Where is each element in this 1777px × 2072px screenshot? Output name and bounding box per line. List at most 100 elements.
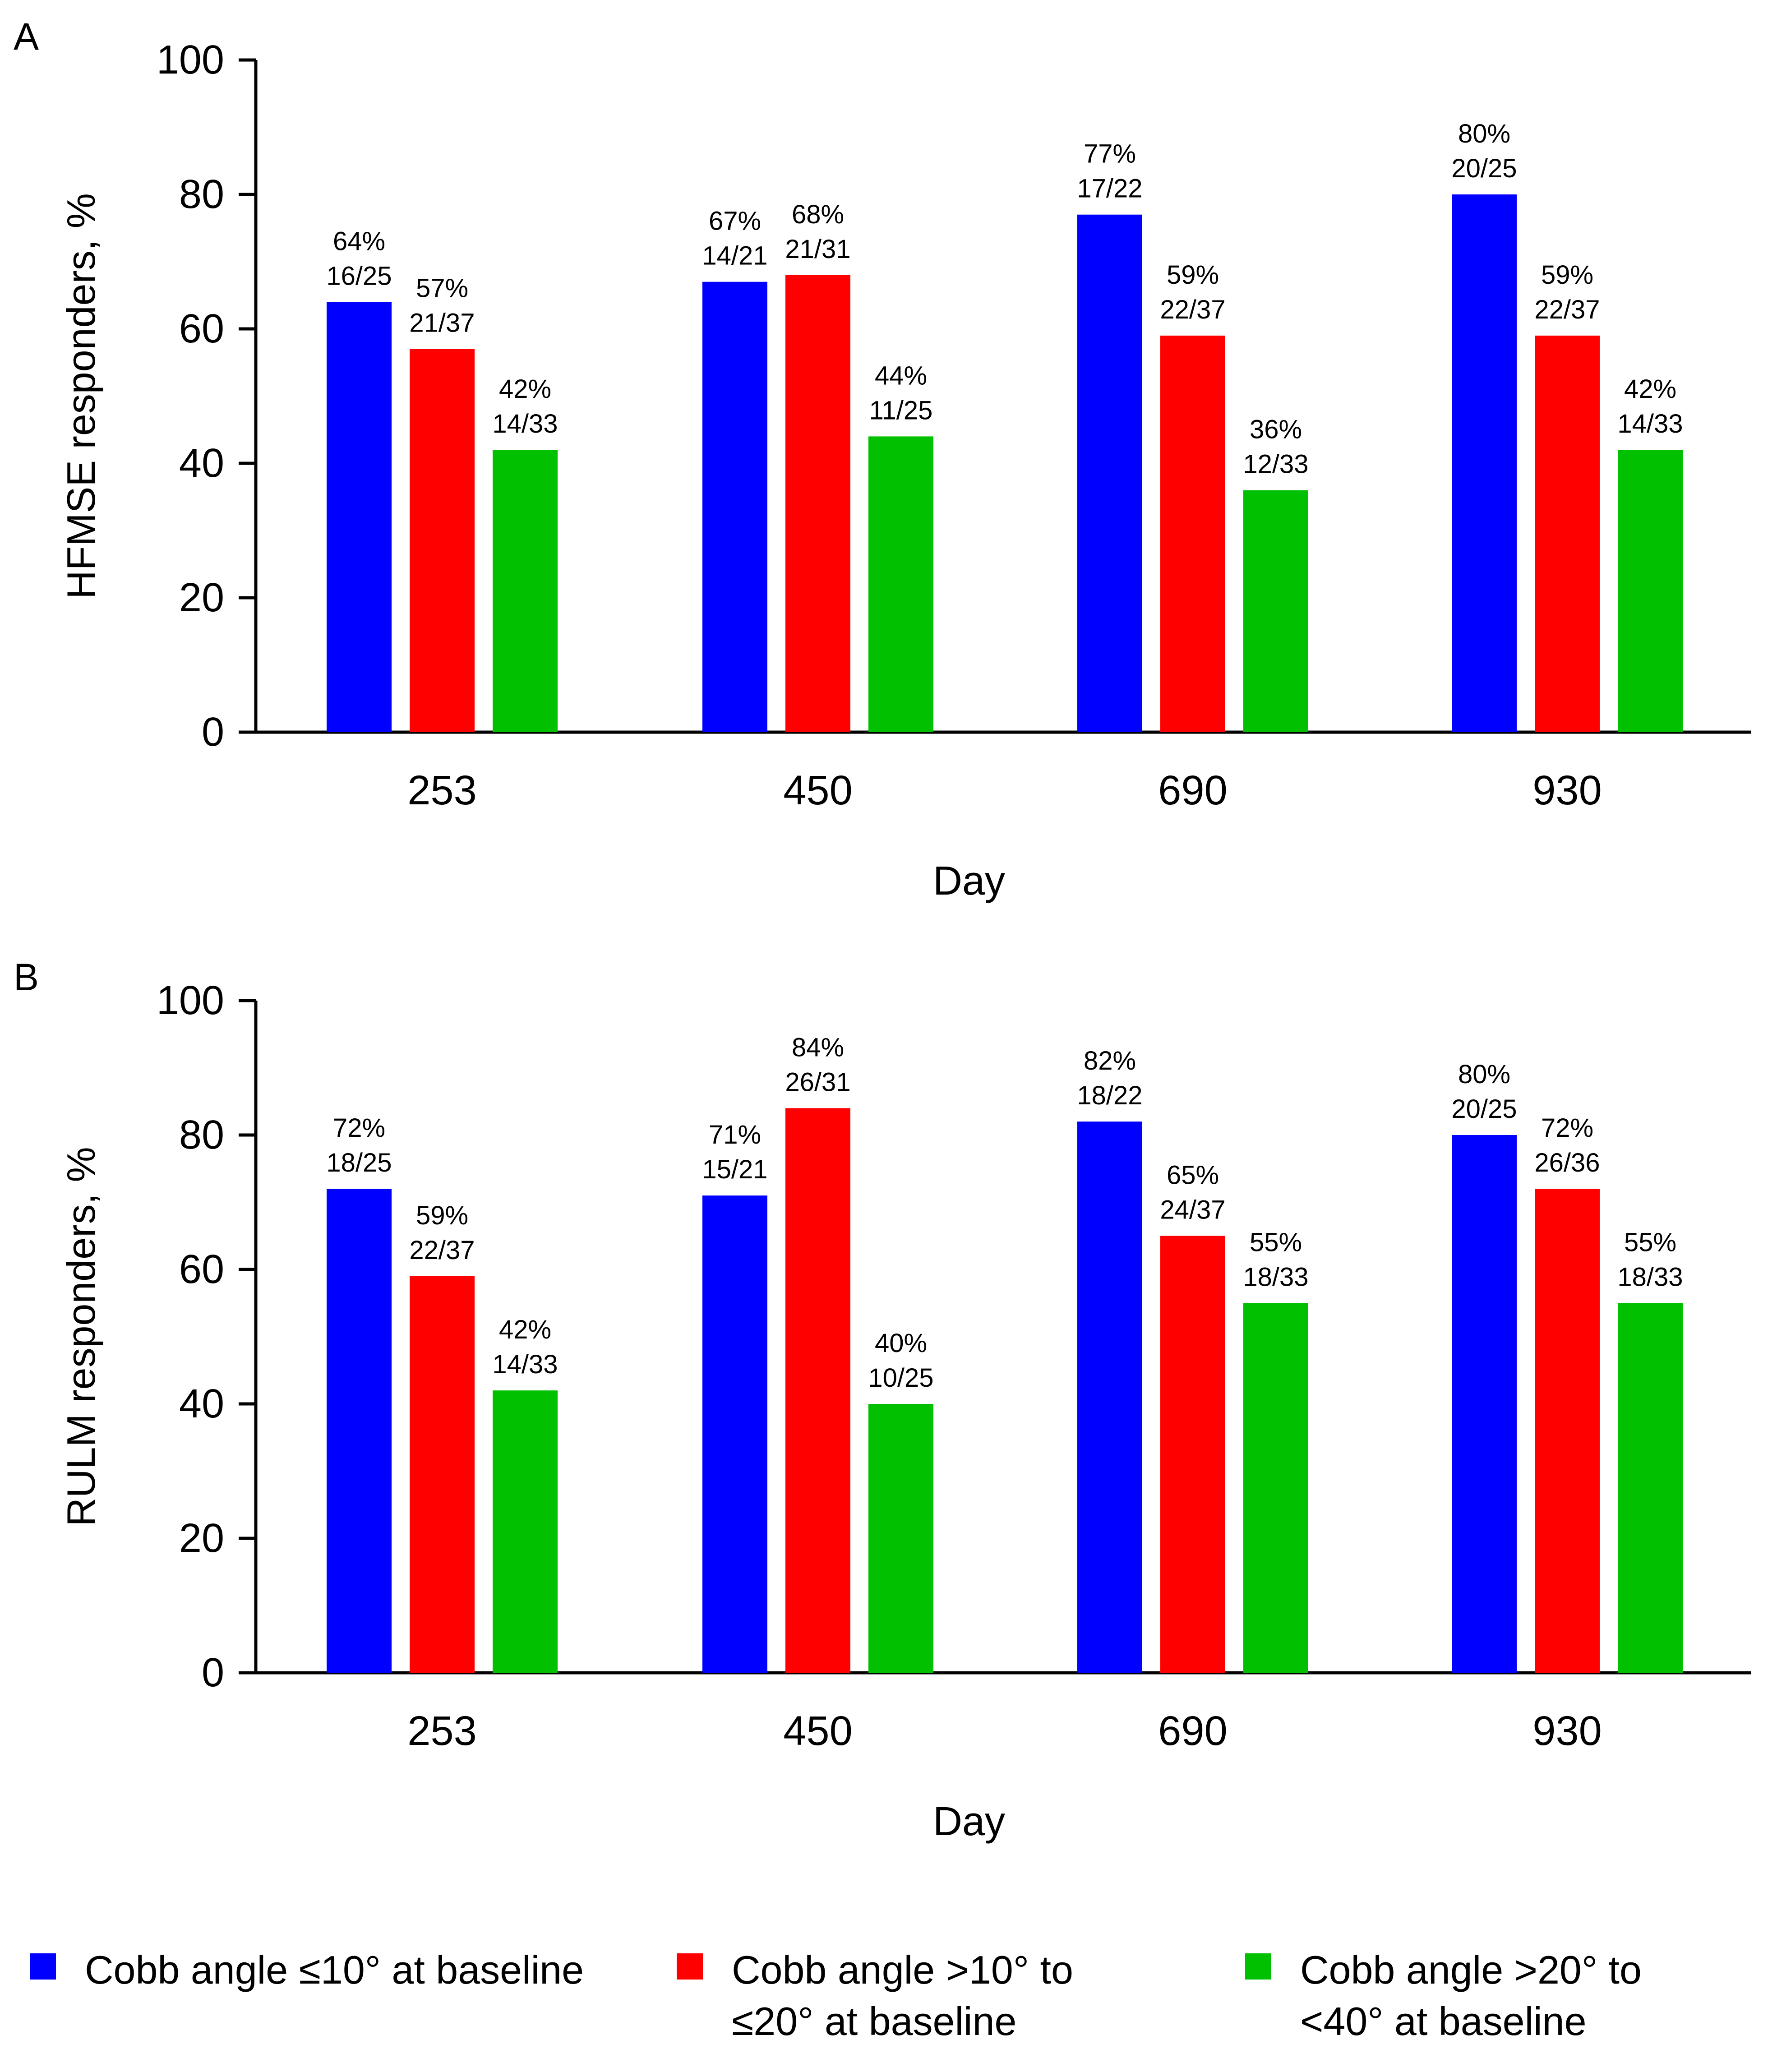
bar-percent-label-b: 65%: [1167, 1161, 1219, 1190]
bar-a-690-s3: [1243, 490, 1308, 732]
legend-swatch-group1: [30, 1953, 56, 1980]
panel-letter-a: A: [14, 15, 39, 58]
bar-fraction-label-a: 21/31: [785, 235, 850, 264]
bar-percent-label-a: 64%: [333, 226, 385, 256]
bar-percent-label-a: 42%: [499, 374, 551, 404]
bar-a-690-s2: [1160, 335, 1225, 732]
bar-percent-label-a: 80%: [1458, 119, 1510, 148]
bar-percent-label-a: 57%: [416, 274, 468, 303]
bar-fraction-label-a: 16/25: [326, 261, 392, 291]
y-tick-label-b: 80: [179, 1112, 224, 1158]
bar-fraction-label-b: 18/25: [326, 1148, 392, 1177]
bar-fraction-label-a: 21/37: [409, 309, 475, 338]
y-axis-title-b: RULM responders, %: [59, 1147, 103, 1526]
y-axis-title-a: HFMSE responders, %: [59, 193, 103, 599]
bar-fraction-label-b: 24/37: [1160, 1195, 1225, 1225]
y-tick-label-a: 100: [157, 37, 224, 83]
bar-a-450-s3: [868, 436, 933, 732]
bar-fraction-label-a: 22/37: [1160, 295, 1225, 324]
bar-fraction-label-b: 14/33: [492, 1350, 558, 1379]
bar-a-690-s1: [1077, 214, 1142, 733]
bar-fraction-label-a: 22/37: [1534, 295, 1600, 324]
bar-fraction-label-b: 15/21: [702, 1155, 767, 1184]
bar-b-930-s2: [1535, 1189, 1600, 1673]
bar-percent-label-b: 55%: [1624, 1228, 1676, 1257]
y-tick-label-a: 20: [179, 575, 224, 620]
bar-a-450-s2: [785, 275, 850, 732]
legend-label-group1: Cobb angle ≤10° at baseline: [85, 1947, 584, 1992]
legend: Cobb angle >20° to <40° at baseline: [1245, 1944, 1642, 2047]
bar-fraction-label-b: 18/33: [1617, 1263, 1683, 1292]
bar-fraction-label-a: 12/33: [1243, 450, 1308, 479]
bar-a-253-s1: [327, 302, 392, 732]
bar-b-690-s1: [1077, 1121, 1142, 1673]
bar-percent-label-b: 59%: [416, 1201, 468, 1230]
legend: Cobb angle >10° to ≤20° at baseline: [677, 1944, 1073, 2047]
x-tick-label-b: 690: [1158, 1708, 1228, 1754]
legend-swatch-group2: [677, 1953, 703, 1980]
bar-fraction-label-b: 18/22: [1077, 1081, 1142, 1110]
legend: Cobb angle ≤10° at baseline: [30, 1944, 584, 1996]
bar-fraction-label-a: 14/33: [1617, 409, 1683, 438]
bar-b-690-s3: [1243, 1303, 1308, 1673]
bar-percent-label-b: 84%: [792, 1033, 844, 1062]
bar-b-930-s3: [1618, 1303, 1683, 1673]
y-tick-label-b: 20: [179, 1516, 224, 1561]
bar-percent-label-b: 71%: [709, 1120, 761, 1149]
bar-percent-label-b: 42%: [499, 1315, 551, 1344]
bar-b-690-s2: [1160, 1236, 1225, 1673]
bar-b-253-s2: [410, 1276, 475, 1673]
bar-fraction-label-b: 22/37: [409, 1236, 475, 1265]
y-tick-label-a: 60: [179, 306, 224, 351]
bar-b-450-s2: [785, 1108, 850, 1673]
bar-fraction-label-b: 26/36: [1534, 1148, 1600, 1177]
bar-a-253-s2: [410, 349, 475, 732]
bar-a-930-s3: [1618, 450, 1683, 732]
x-tick-label-b: 930: [1532, 1708, 1602, 1754]
bar-percent-label-b: 80%: [1458, 1060, 1510, 1089]
bar-a-253-s3: [493, 450, 558, 732]
bar-percent-label-a: 59%: [1541, 260, 1593, 290]
bar-b-930-s1: [1452, 1135, 1517, 1673]
bar-percent-label-b: 72%: [333, 1113, 385, 1143]
legend-label-group2: Cobb angle >10° to ≤20° at baseline: [732, 1947, 1073, 2044]
bar-percent-label-a: 77%: [1084, 139, 1136, 169]
bar-b-253-s1: [327, 1189, 392, 1673]
bar-percent-label-b: 72%: [1541, 1113, 1593, 1143]
bar-percent-label-b: 40%: [875, 1329, 927, 1358]
y-tick-label-b: 0: [202, 1650, 224, 1695]
y-tick-label-b: 40: [179, 1381, 224, 1426]
y-tick-label-a: 80: [179, 172, 224, 217]
bar-percent-label-a: 36%: [1250, 415, 1302, 444]
bar-percent-label-b: 82%: [1084, 1046, 1136, 1075]
y-tick-label-b: 100: [157, 978, 224, 1023]
legend-swatch-group3: [1245, 1953, 1271, 1980]
y-tick-label-a: 40: [179, 441, 224, 486]
bar-fraction-label-a: 17/22: [1077, 174, 1142, 203]
x-tick-label-a: 690: [1158, 767, 1228, 813]
x-axis-title-a: Day: [933, 858, 1005, 904]
bar-fraction-label-b: 18/33: [1243, 1263, 1308, 1292]
bar-percent-label-a: 59%: [1167, 260, 1219, 290]
bar-fraction-label-b: 20/25: [1451, 1094, 1517, 1124]
panel-letter-b: B: [14, 956, 39, 998]
bar-a-930-s2: [1535, 335, 1600, 732]
x-tick-label-b: 450: [783, 1708, 853, 1754]
bar-a-450-s1: [702, 281, 767, 732]
bar-percent-label-b: 55%: [1250, 1228, 1302, 1257]
y-tick-label-b: 60: [179, 1247, 224, 1292]
bar-fraction-label-a: 20/25: [1451, 154, 1517, 183]
x-tick-label-a: 930: [1532, 767, 1602, 813]
bar-percent-label-a: 44%: [875, 361, 927, 390]
x-tick-label-b: 253: [407, 1708, 477, 1754]
bar-fraction-label-b: 26/31: [785, 1067, 850, 1097]
bar-a-930-s1: [1452, 194, 1517, 732]
bar-fraction-label-a: 11/25: [869, 396, 933, 425]
x-tick-label-a: 450: [783, 767, 853, 813]
x-tick-label-a: 253: [407, 767, 477, 813]
x-axis-title-b: Day: [933, 1799, 1005, 1844]
y-tick-label-a: 0: [202, 710, 224, 755]
bar-fraction-label-a: 14/21: [702, 241, 767, 271]
bar-fraction-label-b: 10/25: [868, 1363, 933, 1393]
